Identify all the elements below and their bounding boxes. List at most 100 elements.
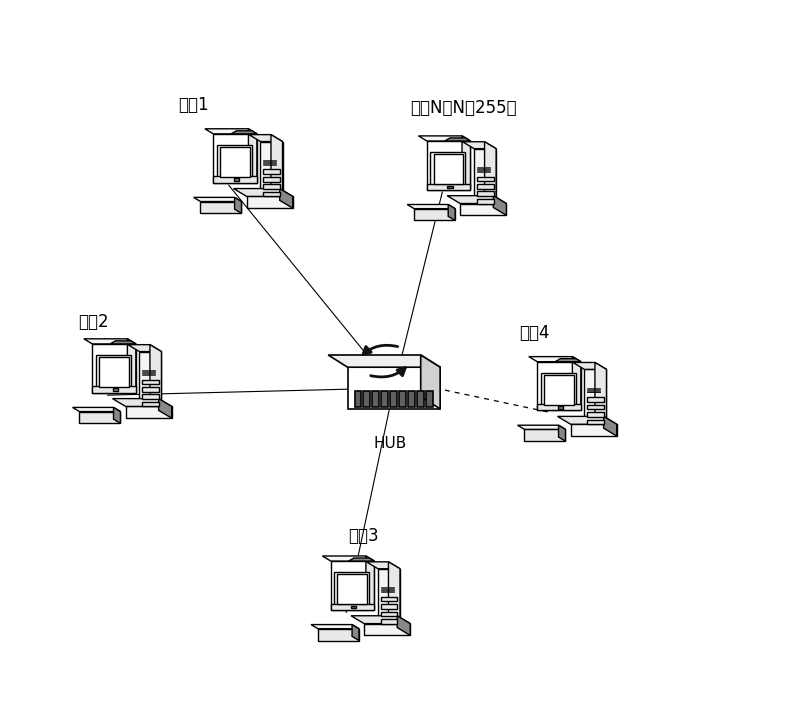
Polygon shape xyxy=(397,616,410,635)
Polygon shape xyxy=(427,141,470,189)
Polygon shape xyxy=(231,131,257,134)
Polygon shape xyxy=(595,362,607,431)
Polygon shape xyxy=(213,134,257,182)
Polygon shape xyxy=(414,209,455,221)
Polygon shape xyxy=(380,597,398,602)
Polygon shape xyxy=(217,145,252,179)
Polygon shape xyxy=(79,412,120,424)
Polygon shape xyxy=(112,399,172,407)
Polygon shape xyxy=(380,604,398,609)
Polygon shape xyxy=(587,397,604,402)
Polygon shape xyxy=(234,189,293,197)
Polygon shape xyxy=(558,425,565,441)
Polygon shape xyxy=(331,561,375,609)
Polygon shape xyxy=(142,394,159,399)
Polygon shape xyxy=(322,556,375,561)
Polygon shape xyxy=(604,417,617,436)
Polygon shape xyxy=(92,387,136,392)
Polygon shape xyxy=(92,344,136,392)
Polygon shape xyxy=(388,562,400,630)
Polygon shape xyxy=(418,136,470,141)
Polygon shape xyxy=(263,192,280,197)
Polygon shape xyxy=(541,373,576,407)
Polygon shape xyxy=(220,147,249,177)
Polygon shape xyxy=(328,355,440,367)
Text: 节点N（N＜255）: 节点N（N＜255） xyxy=(410,100,517,117)
Polygon shape xyxy=(263,169,280,174)
Polygon shape xyxy=(378,569,400,630)
Polygon shape xyxy=(431,152,466,186)
Polygon shape xyxy=(142,387,159,392)
Polygon shape xyxy=(477,192,493,196)
Polygon shape xyxy=(99,357,128,387)
Polygon shape xyxy=(433,155,463,184)
Polygon shape xyxy=(128,345,162,352)
Polygon shape xyxy=(529,357,581,362)
Polygon shape xyxy=(139,352,162,413)
Polygon shape xyxy=(96,355,131,389)
Polygon shape xyxy=(544,375,573,404)
Polygon shape xyxy=(142,379,159,384)
Polygon shape xyxy=(249,135,283,142)
Polygon shape xyxy=(128,339,136,392)
Polygon shape xyxy=(570,424,617,436)
Polygon shape xyxy=(448,204,455,221)
Polygon shape xyxy=(485,142,496,210)
Polygon shape xyxy=(126,407,172,418)
Polygon shape xyxy=(246,197,293,208)
Polygon shape xyxy=(587,412,604,417)
Polygon shape xyxy=(352,624,359,641)
Polygon shape xyxy=(399,392,406,407)
Polygon shape xyxy=(263,184,280,189)
Text: 节点2: 节点2 xyxy=(78,313,109,331)
Polygon shape xyxy=(587,404,604,409)
Polygon shape xyxy=(417,392,425,407)
Polygon shape xyxy=(447,196,506,204)
Polygon shape xyxy=(462,136,470,189)
Polygon shape xyxy=(73,407,120,412)
Polygon shape xyxy=(348,367,440,409)
Polygon shape xyxy=(193,197,242,201)
Polygon shape xyxy=(205,129,257,134)
Polygon shape xyxy=(364,624,410,635)
Polygon shape xyxy=(364,392,371,407)
Polygon shape xyxy=(558,407,563,409)
Polygon shape xyxy=(474,149,496,210)
Polygon shape xyxy=(263,177,280,182)
Polygon shape xyxy=(584,370,607,431)
Polygon shape xyxy=(112,389,118,391)
Text: 节点3: 节点3 xyxy=(348,527,379,545)
Polygon shape xyxy=(142,402,159,407)
Polygon shape xyxy=(537,362,581,410)
Polygon shape xyxy=(84,339,136,344)
Polygon shape xyxy=(150,345,162,413)
Polygon shape xyxy=(477,177,493,182)
Polygon shape xyxy=(348,558,375,561)
Polygon shape xyxy=(372,392,379,407)
Polygon shape xyxy=(421,355,440,409)
Polygon shape xyxy=(200,201,242,214)
Polygon shape xyxy=(407,204,455,209)
Polygon shape xyxy=(427,184,470,189)
Polygon shape xyxy=(337,575,367,604)
Polygon shape xyxy=(234,179,239,181)
Text: 节点1: 节点1 xyxy=(177,96,208,114)
Polygon shape xyxy=(311,624,359,629)
Polygon shape xyxy=(110,341,136,344)
Polygon shape xyxy=(158,399,172,418)
Polygon shape xyxy=(318,629,359,641)
Polygon shape xyxy=(460,204,506,215)
Polygon shape xyxy=(334,572,369,606)
Polygon shape xyxy=(555,359,581,362)
Polygon shape xyxy=(366,556,375,609)
Polygon shape xyxy=(558,417,617,424)
Polygon shape xyxy=(477,199,493,204)
Polygon shape xyxy=(380,612,398,616)
Polygon shape xyxy=(331,604,375,609)
Text: HUB: HUB xyxy=(374,436,407,451)
Polygon shape xyxy=(463,142,496,149)
Polygon shape xyxy=(280,189,293,208)
Polygon shape xyxy=(380,619,398,624)
Polygon shape xyxy=(271,135,283,203)
Polygon shape xyxy=(355,392,361,407)
